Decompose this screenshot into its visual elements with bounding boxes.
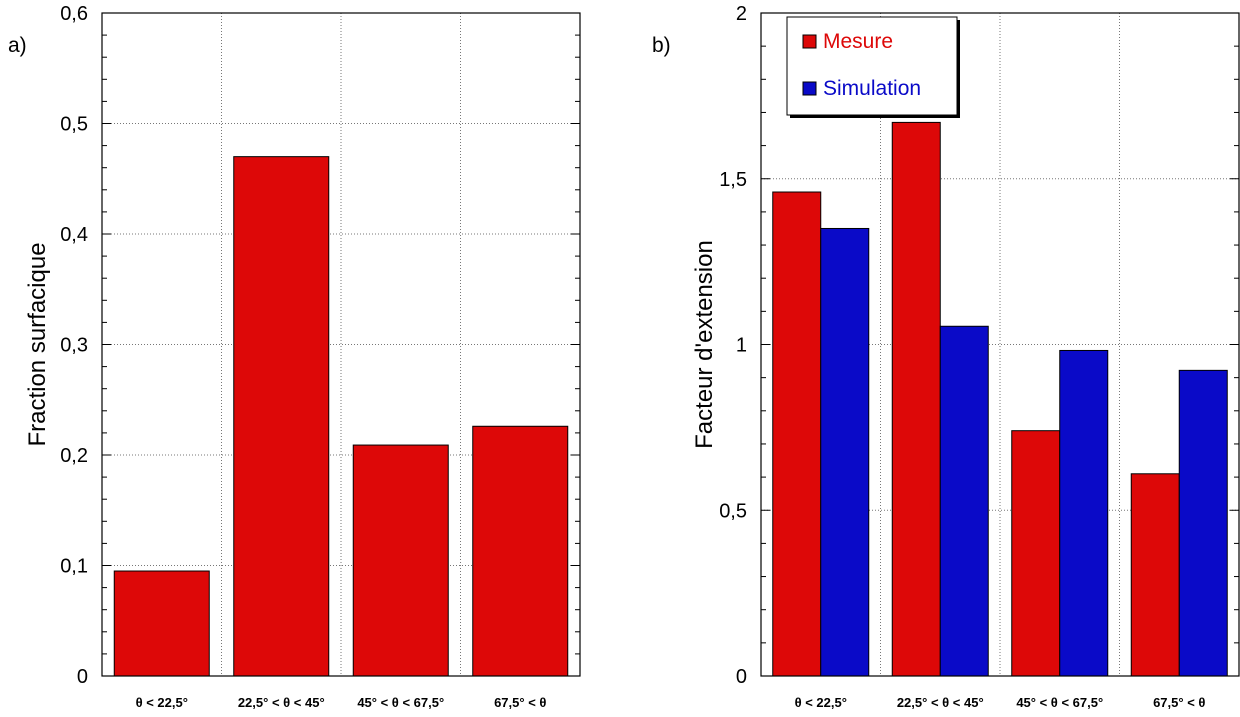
y-tick-label: 0,1 [60, 556, 88, 578]
legend-box [786, 16, 958, 116]
x-category-label: 67,5° < θ [1153, 695, 1205, 710]
y-tick-label: 0,5 [60, 114, 88, 136]
panel-label: a) [8, 34, 27, 57]
x-category-label: 22,5° < θ < 45° [897, 695, 984, 710]
chart-b: 0 0,5 1 1,5 2 θ < 22,5° 22,5° < θ < 45° 45° < θ… [652, 3, 1240, 710]
plot-frame [760, 12, 1240, 677]
y-tick-label: 0,6 [60, 3, 88, 25]
x-category-label: 45° < θ < 67,5° [357, 695, 444, 710]
bar-simulation-0 [820, 227, 870, 677]
legend-label-mesure: Mesure [823, 30, 893, 53]
y-tick-label: 0 [77, 666, 88, 688]
y-tick-label: 1,5 [719, 169, 747, 191]
bar-mesure-3 [1130, 473, 1180, 677]
y-tick-label: 0,2 [60, 445, 88, 467]
bar-simulation-3 [1178, 369, 1228, 677]
y-tick-label: 0,3 [60, 335, 88, 357]
plot-frame [101, 12, 581, 677]
bar-series-0 [113, 570, 210, 677]
bar-mesure-2 [1011, 430, 1061, 677]
chart-a: 0 0,1 0,2 0,3 0,4 0,5 0,6 θ < 22,5° 22,5° < θ < … [8, 3, 581, 710]
y-tick-label: 0 [736, 666, 747, 688]
bar-series-1 [233, 156, 330, 677]
x-category-label: θ < 22,5° [136, 695, 188, 710]
legend-label-simulation: Simulation [823, 77, 921, 100]
legend-swatch-simulation [802, 81, 817, 96]
legend-swatch-mesure [802, 34, 817, 49]
x-category-label: 45° < θ < 67,5° [1016, 695, 1103, 710]
bar-series-2 [352, 444, 449, 677]
y-axis-title: Fraction surfacique [24, 242, 51, 446]
bar-series-3 [472, 425, 569, 677]
bar-mesure-0 [772, 191, 822, 677]
x-category-label: 22,5° < θ < 45° [238, 695, 325, 710]
bar-simulation-2 [1059, 349, 1109, 677]
y-tick-label: 0,4 [60, 224, 88, 246]
x-category-label: θ < 22,5° [795, 695, 847, 710]
y-axis-title: Facteur d'extension [691, 240, 718, 449]
bar-simulation-1 [939, 325, 989, 677]
y-tick-label: 0,5 [719, 500, 747, 522]
y-tick-label: 2 [736, 3, 747, 25]
y-tick-label: 1 [736, 335, 747, 357]
x-category-label: 67,5° < θ [494, 695, 546, 710]
bar-mesure-1 [891, 121, 941, 677]
panel-label: b) [652, 34, 671, 57]
